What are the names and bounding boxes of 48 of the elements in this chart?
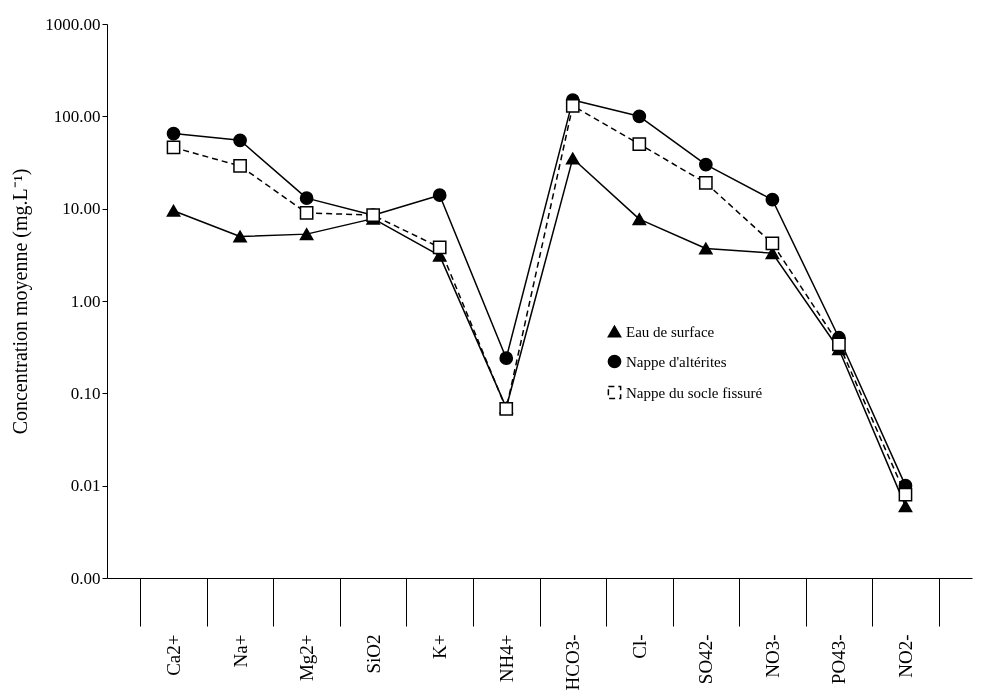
point [632,137,647,151]
point [499,351,514,366]
point [299,228,314,241]
y-axis-title: Concentration moyenne (mg.L⁻¹) [9,168,33,435]
x-tick-label: HCO3- [562,634,584,691]
y-tick-label: 100.00 [53,106,101,126]
x-tick-label: PO43- [828,634,850,685]
point [233,159,247,173]
point [632,213,647,226]
point [233,230,247,243]
x-tick-label: NO3- [761,634,783,678]
point [299,206,314,220]
legend-label: Nappe du socle fissuré [626,384,763,401]
legend-label: Nappe d'altérites [626,353,727,370]
point [698,176,713,190]
point [432,240,447,255]
x-tick-label: NH4+ [495,634,517,683]
point [832,337,846,352]
x-tick-label: Mg2+ [296,634,318,682]
point [299,191,314,206]
x-tick-label: SiO2 [362,634,384,674]
point [698,157,713,172]
point [432,188,447,203]
y-tick-label: 0.10 [70,383,101,403]
x-tick-label: Ca2+ [163,634,185,676]
point [898,487,913,502]
x-tick-label: SO42- [695,634,717,685]
x-tick-label: Cl- [628,634,650,659]
legend-label: Eau de surface [626,323,715,340]
point [565,98,580,113]
point [698,242,713,255]
y-tick-label: 0.00 [70,568,101,588]
point [565,152,580,165]
point [898,500,913,513]
y-tick-label: 0.01 [70,476,101,496]
point [166,140,181,155]
x-tick-label: NO2- [894,634,916,678]
point [166,204,181,217]
x-tick-label: Na+ [229,634,251,668]
y-tick-label: 1.00 [70,291,101,311]
point [765,236,780,251]
x-tick-label: K+ [429,634,451,659]
point [632,109,647,124]
point [233,133,247,148]
point [765,192,780,207]
point [166,126,181,141]
y-tick-label: 1000.00 [45,14,101,34]
y-tick-label: 10.00 [62,199,101,219]
